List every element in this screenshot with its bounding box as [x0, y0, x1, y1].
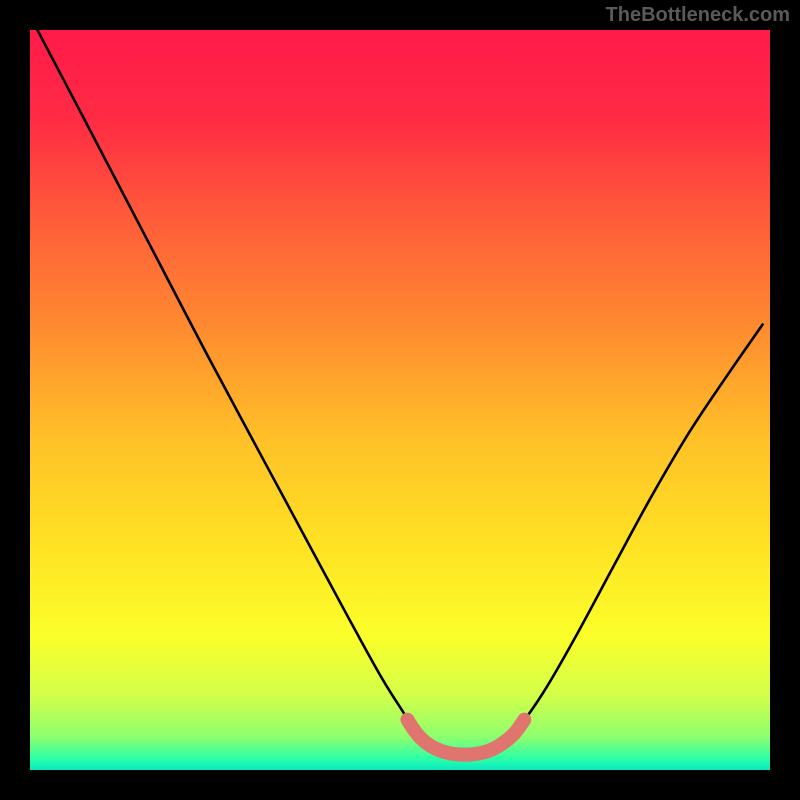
chart-plot-area — [30, 30, 770, 770]
v-curve-chart — [0, 0, 800, 800]
chart-container: TheBottleneck.com — [0, 0, 800, 800]
watermark-text: TheBottleneck.com — [606, 4, 790, 27]
